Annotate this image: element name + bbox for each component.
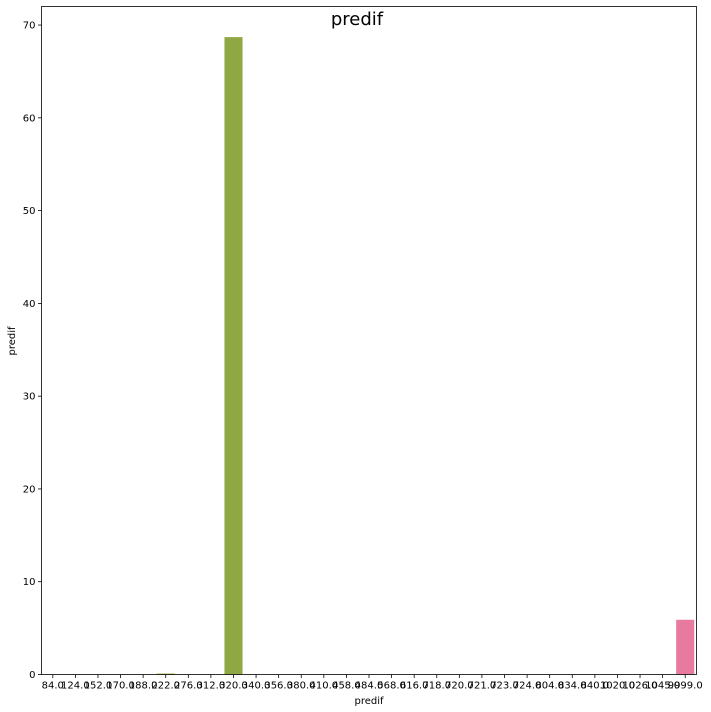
x-tick-label: 340.0 (242, 681, 271, 692)
x-tick-label: 320.0 (219, 681, 248, 692)
y-tick-label: 60 (23, 113, 36, 124)
y-tick-label: 50 (23, 206, 36, 217)
y-tick-label: 40 (23, 299, 36, 310)
x-tick-label: 1020.0 (600, 681, 635, 692)
x-tick-label: 840.0 (581, 681, 610, 692)
x-tick-label: 568.0 (377, 681, 406, 692)
x-tick-label: 84.0 (42, 681, 64, 692)
x-axis-label: predif (354, 696, 384, 707)
x-tick-label: 170.0 (106, 681, 135, 692)
x-tick-label: 834.0 (558, 681, 587, 692)
x-tick-label: 356.0 (264, 681, 293, 692)
x-tick-label: 724.0 (513, 681, 542, 692)
chart-title: predif (331, 9, 384, 30)
y-tick-label: 20 (23, 484, 36, 495)
x-tick-label: 9999.0 (668, 681, 703, 692)
x-tick-label: 484.0 (355, 681, 384, 692)
x-tick-label: 804.0 (535, 681, 564, 692)
x-axis-ticks: 84.0124.0152.0170.0188.0222.0276.0312.03… (42, 674, 703, 692)
x-tick-label: 616.0 (400, 681, 429, 692)
y-axis-ticks: 0 10 20 30 40 50 60 70 (23, 21, 42, 681)
x-tick-label: 458.0 (332, 681, 361, 692)
x-tick-label: 718.0 (422, 681, 451, 692)
x-tick-label: 124.0 (61, 681, 90, 692)
y-tick-label: 70 (23, 21, 36, 32)
x-tick-label: 410.0 (310, 681, 339, 692)
x-tick-label: 720.0 (445, 681, 474, 692)
y-tick-label: 30 (23, 392, 36, 403)
x-tick-label: 1026.0 (623, 681, 658, 692)
bars-group (156, 37, 695, 675)
x-tick-label: 380.0 (287, 681, 316, 692)
x-tick-label: 312.0 (197, 681, 226, 692)
y-tick-label: 10 (23, 577, 36, 588)
plot-frame (41, 6, 697, 675)
bar-320.0 (224, 37, 243, 675)
x-tick-label: 723.0 (490, 681, 519, 692)
x-tick-label: 276.0 (174, 681, 203, 692)
bar-222.0 (156, 673, 175, 675)
x-tick-label: 721.0 (468, 681, 497, 692)
x-tick-label: 152.0 (84, 681, 113, 692)
y-axis-label: predif (7, 326, 18, 356)
y-tick-label: 0 (29, 670, 35, 681)
bar-9999.0 (676, 619, 695, 675)
x-tick-label: 1045.0 (645, 681, 680, 692)
x-tick-label: 222.0 (151, 681, 180, 692)
x-tick-label: 188.0 (129, 681, 158, 692)
